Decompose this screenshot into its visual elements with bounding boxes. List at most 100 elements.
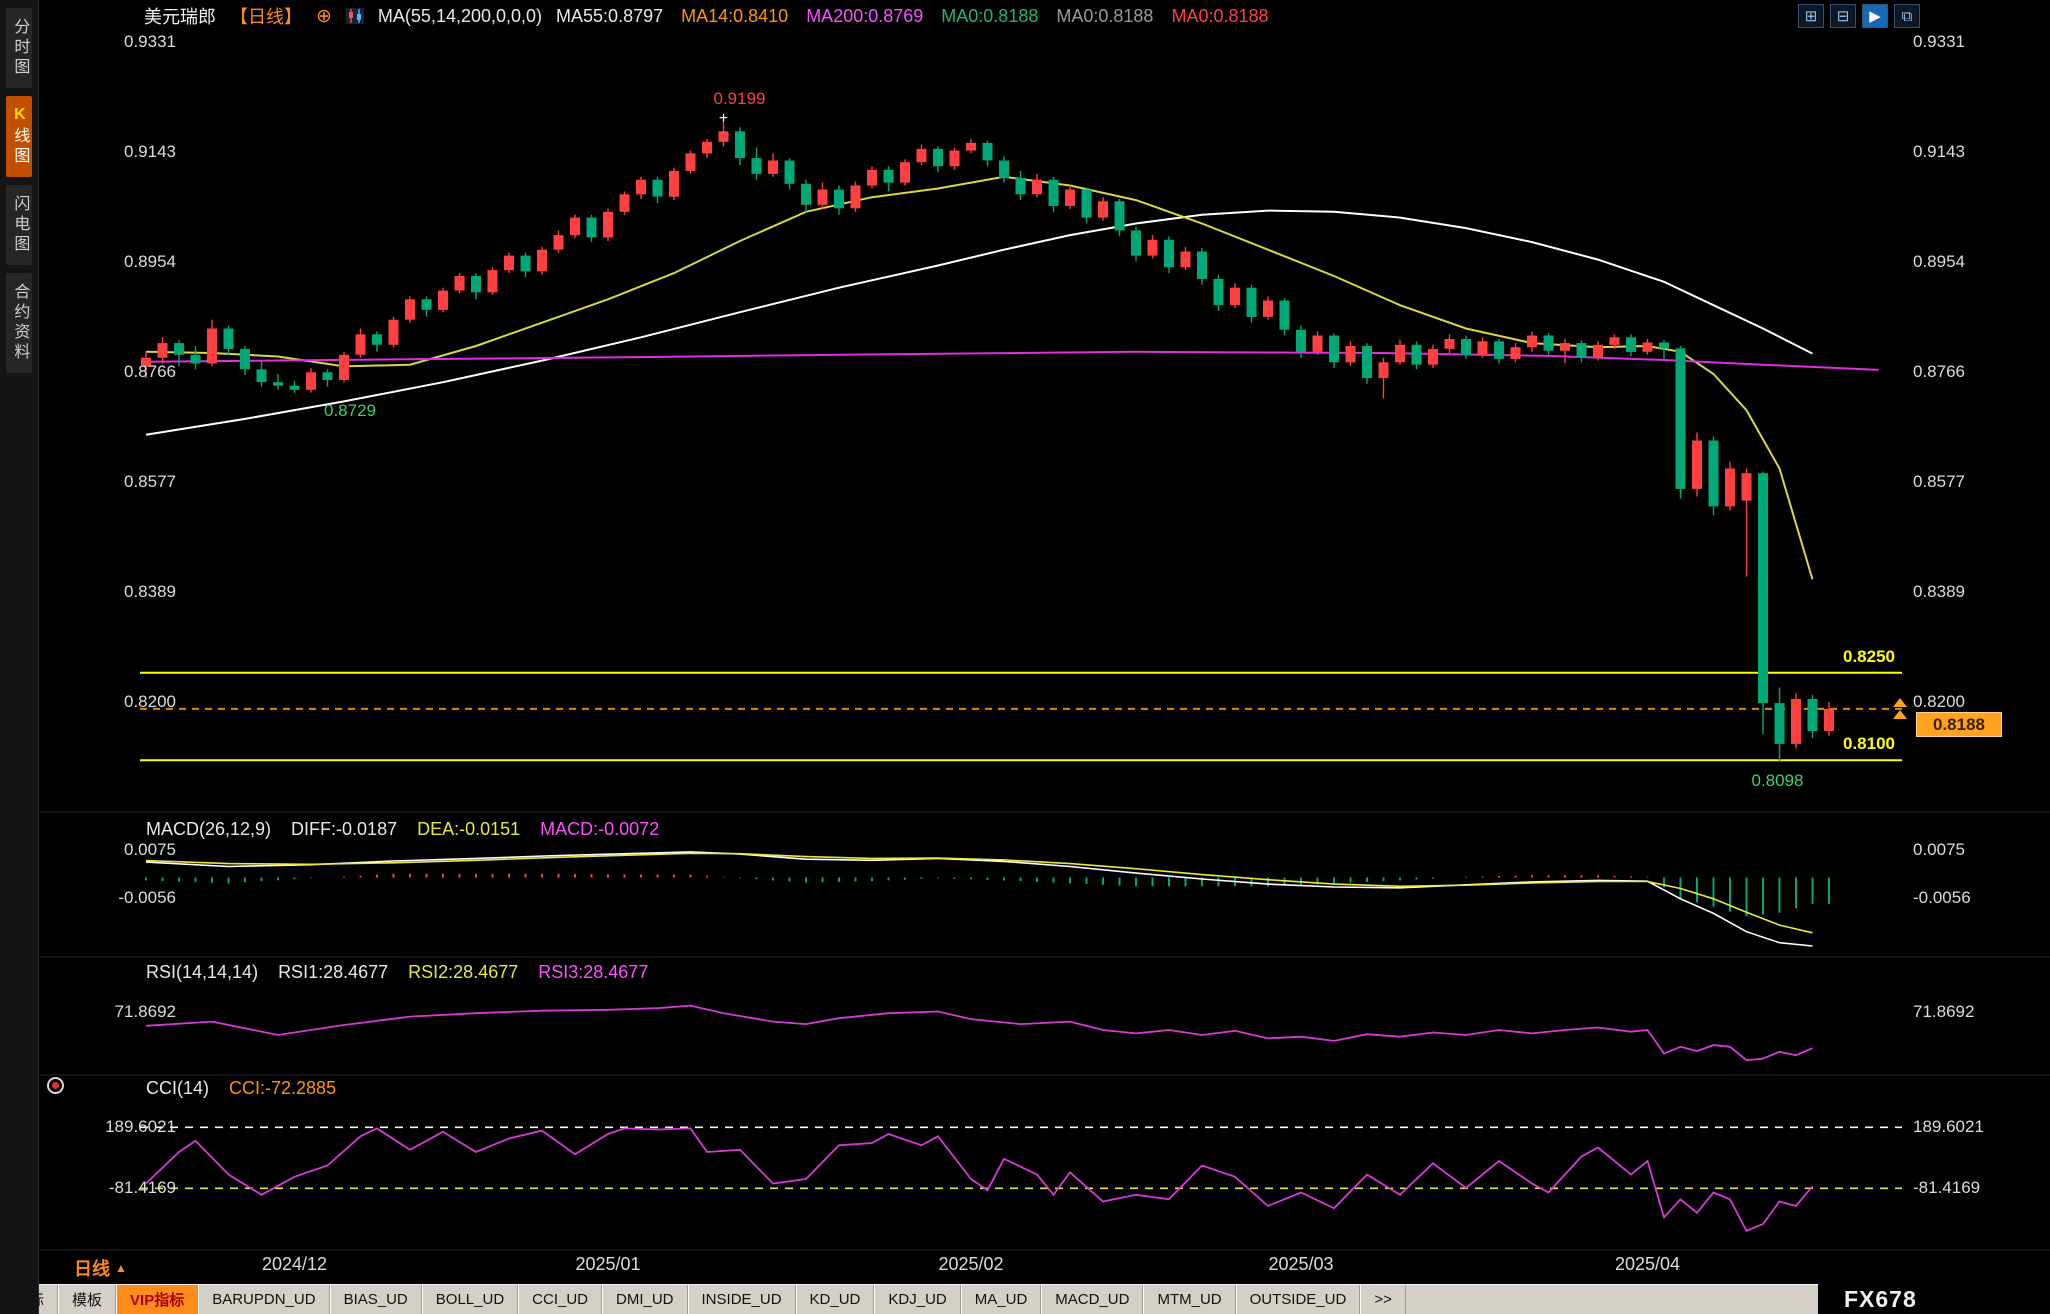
rsi-value: RSI2:28.4677 [408,962,519,982]
rsi-indicator-header: RSI(14,14,14) RSI1:28.4677 RSI2:28.4677 RSI… [146,962,648,983]
add-instrument-icon[interactable]: ⊕ [316,5,332,27]
period-indicator-label: 日线 [74,1259,110,1279]
cci-axis-tick: 189.6021 [105,1117,176,1137]
toolbar-item-boll_ud[interactable]: BOLL_UD [421,1285,519,1314]
sidebar-tab-kline-chart[interactable]: K线图 [5,96,33,177]
toolbar-item-mtm_ud[interactable]: MTM_UD [1143,1285,1236,1314]
toolbar-item-kd_ud[interactable]: KD_UD [795,1285,875,1314]
toolbar-item-outside_ud[interactable]: OUTSIDE_UD [1235,1285,1361,1314]
date-axis-label: 2025/01 [575,1254,641,1274]
level-line-label: 0.8100 [1843,734,1895,754]
cci-axis-tick: -81.4169 [1913,1178,1981,1198]
macd-axis-tick: 0.0075 [124,840,176,860]
price-axis-tick: 0.8200 [124,691,176,711]
price-annotation: 0.9199 [713,89,766,109]
price-axis-tick: 0.8766 [124,361,176,381]
chart-header: 美元瑞郎 【日线】 ⊕ MA(55,14,200,0,0,0) MA55:0.8… [144,3,1269,29]
period-tag[interactable]: 【日线】 [230,7,302,27]
ma-settings-label: MA(55,14,200,0,0,0) [377,5,543,26]
date-axis-label: 2025/04 [1614,1254,1681,1274]
play-chart-icon[interactable]: ▶ [1862,4,1888,28]
macd-value: MACD:-0.0072 [540,819,660,839]
price-axis-tick: 0.8954 [1913,251,1965,271]
toolbar-item-inside_ud[interactable]: INSIDE_UD [687,1285,796,1314]
macd-title: MACD(26,12,9) [146,819,272,839]
watermark: FX678 [1844,1286,1917,1312]
candlesticks: + [141,110,1834,762]
cci-axis-tick: 189.6021 [1913,1117,1984,1137]
rsi-title: RSI(14,14,14) [146,962,259,982]
toolbar-item-bias_ud[interactable]: BIAS_UD [329,1285,422,1314]
period-indicator[interactable]: 日线 ▲ [74,1255,127,1281]
price-axis-tick: 0.8200 [1913,691,1965,711]
price-axis-tick: 0.8389 [124,581,176,601]
price-axis-tick: 0.9331 [124,32,176,51]
toolbar-item-kdj_ud[interactable]: KDJ_UD [874,1285,961,1314]
date-axis-label: 2024/12 [261,1254,328,1274]
price-axis-tick: 0.8766 [1913,361,1965,381]
candlestick-chart-icon[interactable] [345,8,364,24]
ma-value-label: MA200:0.8769 [806,5,924,26]
panel-separators [40,811,2050,1251]
toolbar-item-ma_ud[interactable]: MA_UD [960,1285,1042,1314]
price-annotation: 0.8098 [1751,771,1804,791]
toolbar-item-cci_ud[interactable]: CCI_UD [518,1285,602,1314]
price-axis-tick: 0.9143 [124,141,176,161]
svg-text:+: + [719,110,728,127]
rsi-axis-tick: 71.8692 [1913,1001,1975,1021]
current-price-badge: 0.8188 [1916,712,2002,737]
toolbar-item-cn-1[interactable]: 模板 [58,1285,117,1314]
price-axis-tick: 0.8577 [1913,471,1965,491]
new-window-icon[interactable]: ⧉ [1894,4,1920,28]
cci-title: CCI(14) [146,1078,210,1098]
cci-indicator-header: CCI(14) CCI:-72.2885 [146,1078,336,1099]
ma-values: MA55:0.8797 MA14:0.8410 MA200:0.8769 MA0:0.… [556,6,1268,27]
cci-plot [140,1126,1902,1232]
price-axis-tick: 0.9143 [1913,141,1965,161]
chevron-up-icon: ▲ [115,1261,127,1275]
date-axis-label: 2025/03 [1268,1254,1334,1274]
toolbar-item-barupdn_ud[interactable]: BARUPDN_UD [198,1285,330,1314]
sidebar-tab-flash-chart[interactable]: 闪电图 [5,185,33,265]
rsi-plot [145,1004,1813,1062]
price-axis-tick: 0.8389 [1913,581,1965,601]
layout-buttons: ⊞ ⊟ ▶ ⧉ [1798,4,1920,28]
ma-value-label: MA14:0.8410 [681,5,789,26]
cci-value: CCI:-72.2885 [229,1078,337,1098]
date-axis-label: 2025/02 [938,1254,1004,1274]
toolbar-item-dmi_ud[interactable]: DMI_UD [602,1285,688,1314]
rsi-axis-tick: 71.8692 [114,1001,176,1021]
ma-value-label: MA0:0.8188 [1171,5,1269,26]
toolbar-item-cn-2[interactable]: VIP指标 [116,1285,199,1314]
rsi-value: RSI3:28.4677 [538,962,649,982]
price-axis-tick: 0.9331 [1913,32,1965,51]
price-axis-tick: 0.8954 [124,251,176,271]
macd-value: DEA:-0.0151 [417,819,521,839]
dual-pane-icon[interactable]: ⊟ [1830,4,1856,28]
sidebar-tab-time-chart[interactable]: 分时图 [5,8,33,88]
sidebar-tab-contract-info[interactable]: 合约资料 [5,273,33,373]
macd-value: DIFF:-0.0187 [291,819,398,839]
cci-axis-tick: -81.4169 [108,1178,176,1198]
macd-axis-tick: -0.0056 [1913,888,1971,908]
quad-grid-icon[interactable]: ⊞ [1798,4,1824,28]
macd-indicator-header: MACD(26,12,9) DIFF:-0.0187 DEA:-0.0151 MACD… [146,819,659,840]
macd-axis-tick: -0.0056 [118,888,176,908]
left-sidebar: 分时图 K线图闪电图合约资料 [0,0,39,1314]
ma-value-label: MA0:0.8188 [1056,5,1154,26]
price-arrow-icons [1893,698,1907,719]
toolbar-item-macd_ud[interactable]: MACD_UD [1041,1285,1144,1314]
crosshair-marker-icon[interactable] [47,1077,64,1094]
ma-value-label: MA0:0.8188 [941,5,1039,26]
support-resistance-lines [140,671,1902,762]
macd-plot [145,851,1830,947]
bottom-toolbar: 指标模板VIP指标BARUPDN_UDBIAS_UDBOLL_UDCCI_UDD… [0,1284,1818,1314]
macd-axis-tick: 0.0075 [1913,840,1965,860]
toolbar-item->>[interactable]: >> [1360,1285,1406,1314]
rsi-value: RSI1:28.4677 [278,962,389,982]
price-axis-tick: 0.8577 [124,471,176,491]
level-line-label: 0.8250 [1843,646,1895,666]
ma-value-label: MA55:0.8797 [556,5,664,26]
